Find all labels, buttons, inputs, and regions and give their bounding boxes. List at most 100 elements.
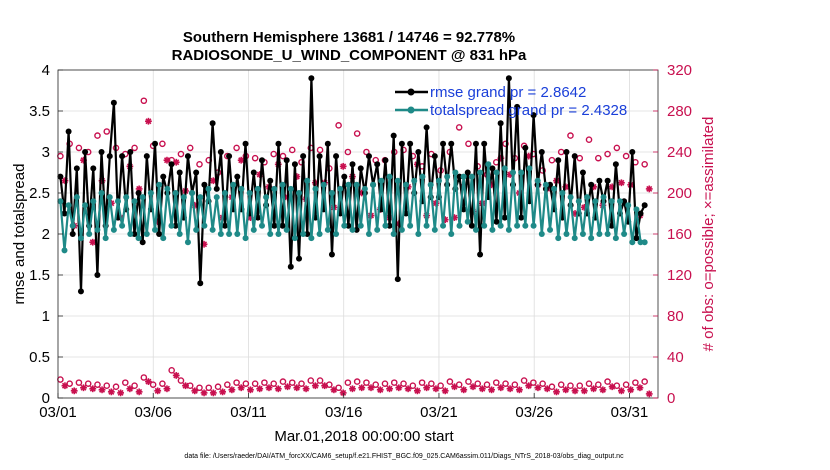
possible-obs-marker [446, 378, 454, 385]
rmse-point [287, 263, 294, 270]
rmse-point [612, 161, 619, 168]
possible-obs-marker [576, 154, 584, 162]
rmse-point [291, 161, 298, 168]
totalspread-point [197, 194, 204, 201]
assimilated-obs-stroke [154, 387, 161, 394]
totalspread-point [349, 226, 356, 233]
x-tick-label: 03/16 [325, 404, 363, 421]
totalspread-point [555, 235, 562, 242]
totalspread-point [345, 181, 352, 188]
totalspread-point [514, 222, 521, 229]
possible-obs-marker [251, 154, 259, 162]
obs-count-markers [57, 97, 653, 398]
totalspread-point [374, 226, 381, 233]
assimilated-obs-stroke [210, 177, 217, 184]
possible-obs-marker [84, 380, 92, 387]
assimilated-obs-stroke [460, 386, 467, 393]
y-right-tick-label: 320 [667, 62, 692, 79]
rmse-point [77, 288, 84, 295]
totalspread-point [308, 235, 315, 242]
assimilated-obs-marker [386, 385, 393, 393]
rmse-point [596, 177, 603, 184]
possible-obs-marker [214, 383, 222, 391]
assimilated-obs-stroke [507, 385, 514, 392]
assimilated-obs-stroke [442, 387, 449, 394]
totalspread-point [361, 185, 368, 192]
assimilated-obs-stroke [80, 384, 87, 391]
assimilated-obs-marker [126, 385, 134, 393]
rmse-point [106, 153, 113, 160]
assimilated-obs-marker [145, 117, 152, 125]
totalspread-point [592, 198, 599, 205]
totalspread-point [164, 185, 171, 192]
totalspread-point [365, 231, 372, 237]
rmse-point [468, 222, 475, 229]
assimilated-obs-stroke [330, 386, 337, 393]
totalspread-point [291, 235, 298, 242]
totalspread-point [604, 231, 611, 237]
assimilated-obs-marker [423, 384, 431, 392]
rmse-point [538, 149, 545, 155]
rmse-point [300, 153, 307, 160]
rmse-point [345, 222, 352, 229]
rmse-point [110, 99, 117, 106]
rmse-point [505, 75, 512, 82]
totalspread-point [152, 226, 159, 233]
x-tick-label: 03/31 [611, 404, 649, 421]
rmse-point [197, 280, 204, 287]
assimilated-obs-marker [302, 385, 310, 393]
totalspread-point [131, 198, 138, 205]
possible-obs-marker [353, 130, 361, 137]
assimilated-obs-marker [117, 389, 124, 397]
totalspread-point [477, 169, 484, 176]
totalspread-point [61, 247, 68, 254]
totalspread-point [139, 194, 146, 201]
assimilated-obs-marker [228, 386, 236, 394]
possible-obs-marker [622, 152, 630, 160]
assimilated-obs-stroke [219, 388, 226, 395]
totalspread-point [621, 231, 628, 237]
totalspread-point [156, 181, 163, 188]
rmse-point [489, 165, 496, 172]
totalspread-point [176, 231, 183, 237]
y-left-tick-label: 4 [42, 62, 50, 79]
totalspread-point [119, 222, 126, 229]
totalspread-point [522, 222, 529, 229]
totalspread-point [275, 231, 282, 237]
rmse-point [168, 161, 175, 168]
assimilated-obs-stroke [618, 387, 625, 394]
possible-obs-marker [94, 381, 101, 388]
assimilated-obs-marker [200, 389, 208, 397]
possible-obs-marker [168, 367, 175, 374]
totalspread-point [230, 181, 237, 188]
possible-obs-marker [344, 379, 352, 386]
possible-obs-marker [186, 144, 194, 152]
rmse-point [390, 132, 397, 139]
y-right-tick-label: 280 [667, 103, 692, 120]
totalspread-point [415, 231, 422, 237]
possible-obs-marker [511, 381, 519, 388]
assimilated-obs-marker [645, 185, 653, 193]
totalspread-point [641, 239, 648, 246]
assimilated-obs-stroke [163, 157, 170, 164]
assimilated-obs-stroke [609, 383, 616, 390]
possible-obs-marker [159, 140, 166, 148]
totalspread-point [584, 194, 591, 201]
totalspread-point [320, 181, 327, 188]
totalspread-point [254, 185, 261, 192]
rmse-point [398, 140, 405, 147]
rmse-point [127, 149, 134, 155]
totalspread-point [596, 231, 603, 237]
totalspread-point [538, 231, 545, 237]
rmse-point [333, 153, 340, 160]
assimilated-obs-marker [172, 158, 180, 166]
x-tick-label: 03/01 [39, 404, 77, 421]
assimilated-obs-marker [506, 385, 514, 393]
totalspread-point [283, 226, 290, 233]
possible-obs-marker [298, 380, 305, 387]
totalspread-point [468, 173, 475, 180]
totalspread-point [143, 231, 150, 237]
y-axis-left-label: rmse and totalspread [11, 164, 28, 305]
totalspread-point [509, 169, 516, 176]
rmse-point [522, 144, 529, 151]
